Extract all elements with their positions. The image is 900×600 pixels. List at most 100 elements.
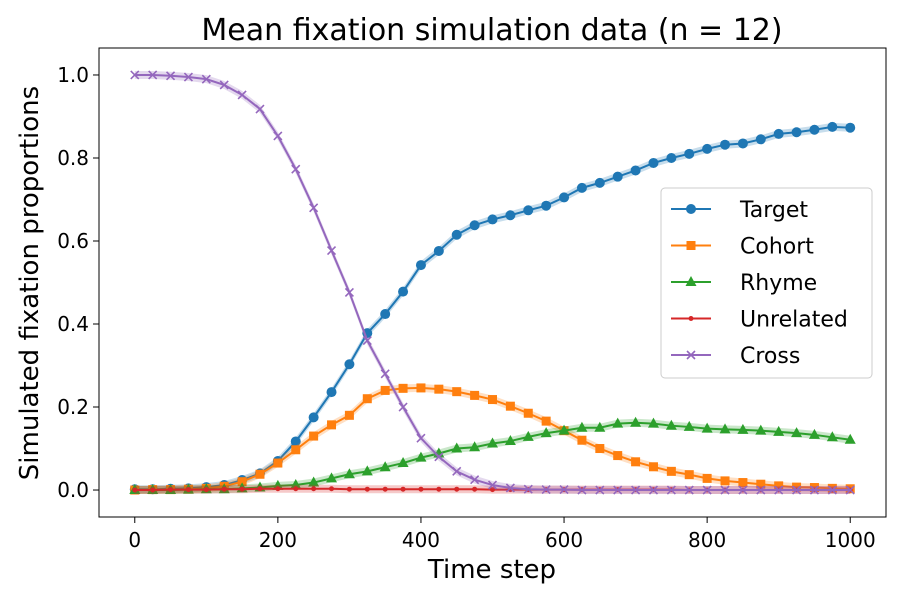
x-tick-label: 600 bbox=[545, 528, 583, 552]
series-rhyme-point bbox=[397, 457, 409, 468]
series-unrelated-point bbox=[239, 486, 245, 492]
series-cohort-point bbox=[398, 383, 408, 393]
series-cross-point bbox=[398, 402, 408, 412]
series-rhyme-point bbox=[308, 476, 320, 487]
series-target-point bbox=[433, 245, 444, 256]
series-cross-point bbox=[792, 485, 802, 495]
series-cohort-point bbox=[452, 387, 462, 397]
series-cohort-point bbox=[434, 384, 444, 394]
series-cross-point bbox=[183, 72, 193, 82]
series-unrelated-point bbox=[150, 487, 156, 493]
series-cross-point bbox=[201, 74, 211, 84]
series-rhyme-point bbox=[522, 430, 534, 441]
series-target-point bbox=[612, 171, 623, 182]
series-rhyme-point bbox=[844, 433, 856, 444]
series-cross-point bbox=[774, 485, 784, 495]
series-rhyme-point bbox=[755, 424, 767, 435]
plot-area bbox=[129, 70, 856, 495]
series-target-point bbox=[666, 152, 677, 163]
series-cross-point bbox=[273, 131, 283, 141]
x-tick-label: 0 bbox=[128, 528, 141, 552]
series-cross-point bbox=[219, 80, 229, 90]
series-rhyme-point bbox=[826, 431, 838, 442]
series-target-point bbox=[809, 124, 820, 135]
series-cohort-point bbox=[720, 476, 730, 486]
series-cross-point bbox=[255, 104, 265, 114]
series-cohort-point bbox=[648, 462, 658, 472]
series-unrelated-point bbox=[364, 486, 370, 492]
series-cross-point bbox=[309, 203, 319, 213]
series-rhyme-point bbox=[326, 472, 338, 483]
series-target-point bbox=[684, 148, 695, 159]
series-cohort-point bbox=[595, 444, 605, 454]
series-unrelated-point bbox=[221, 486, 227, 492]
series-cross-point bbox=[631, 485, 641, 495]
series-cross-point bbox=[165, 71, 176, 81]
series-target-point bbox=[290, 436, 301, 447]
y-tick-label: 0.2 bbox=[57, 395, 89, 419]
series-rhyme-point bbox=[361, 465, 373, 476]
series-target-point bbox=[523, 205, 534, 216]
series-cohort-point bbox=[774, 481, 784, 491]
legend-item-target: Target bbox=[671, 198, 808, 223]
series-target-point bbox=[326, 387, 337, 398]
plot-frame bbox=[98, 47, 887, 518]
y-tick-label: 0.8 bbox=[57, 146, 89, 170]
series-rhyme-point bbox=[773, 425, 785, 436]
legend-marker bbox=[688, 316, 694, 321]
series-unrelated-point bbox=[472, 486, 478, 492]
series-target-point bbox=[380, 309, 391, 320]
series-rhyme-point bbox=[701, 422, 713, 433]
series-unrelated-point bbox=[400, 486, 406, 492]
series-cross-point bbox=[595, 485, 605, 495]
series-rhyme-point bbox=[612, 417, 624, 428]
y-tick-label: 0.0 bbox=[57, 478, 89, 502]
series-cross-point bbox=[452, 466, 462, 476]
series-cross-point bbox=[505, 483, 515, 493]
series-target-point bbox=[630, 165, 641, 176]
series-cross-point bbox=[809, 485, 820, 495]
series-target-point bbox=[773, 128, 784, 139]
series-cross-point bbox=[237, 90, 247, 100]
series-cross-point bbox=[487, 480, 498, 490]
series-unrelated-point bbox=[168, 487, 174, 493]
series-cross-point bbox=[666, 485, 676, 495]
series-cross-point bbox=[702, 485, 712, 495]
series-cohort-point bbox=[756, 479, 766, 489]
y-tick-label: 1.0 bbox=[57, 63, 89, 87]
x-axis: 0 200 400 600 800 1000 bbox=[128, 517, 876, 552]
legend-box bbox=[660, 187, 873, 379]
series-target-point bbox=[559, 192, 570, 203]
series-cross-point bbox=[326, 245, 337, 256]
series-target-point bbox=[702, 143, 713, 154]
x-tick-label: 800 bbox=[688, 528, 726, 552]
series-cross-point bbox=[416, 433, 426, 443]
legend: Target Cohort Rhyme Unrelated Cross bbox=[660, 187, 873, 379]
series-target-point bbox=[487, 214, 498, 225]
series-cross-point bbox=[148, 70, 158, 80]
series-cohort-point bbox=[470, 390, 480, 400]
series-rhyme-point bbox=[576, 421, 588, 432]
series-target-point bbox=[415, 260, 426, 271]
series-unrelated-point bbox=[257, 486, 263, 492]
series-rhyme-point bbox=[737, 423, 749, 434]
series-rhyme-point bbox=[343, 468, 355, 479]
series-unrelated-point bbox=[185, 487, 191, 493]
series-rhyme-point bbox=[379, 461, 391, 472]
series-rhyme-point bbox=[808, 428, 820, 439]
series-target-point bbox=[398, 286, 409, 297]
series-rhyme-point bbox=[630, 416, 642, 427]
series-cohort-point bbox=[523, 408, 533, 418]
y-tick-label: 0.6 bbox=[57, 229, 89, 253]
series-cohort-point bbox=[541, 416, 551, 426]
series-cohort-point bbox=[309, 431, 319, 441]
series-target-point bbox=[737, 138, 748, 149]
series-cross-point bbox=[613, 485, 623, 495]
series-cross-point bbox=[470, 475, 480, 485]
x-tick-label: 200 bbox=[259, 528, 297, 552]
series-cohort-point bbox=[273, 458, 283, 468]
legend-label: Unrelated bbox=[740, 308, 848, 333]
series-rhyme-point bbox=[791, 427, 803, 438]
series-cohort-point bbox=[327, 420, 337, 430]
